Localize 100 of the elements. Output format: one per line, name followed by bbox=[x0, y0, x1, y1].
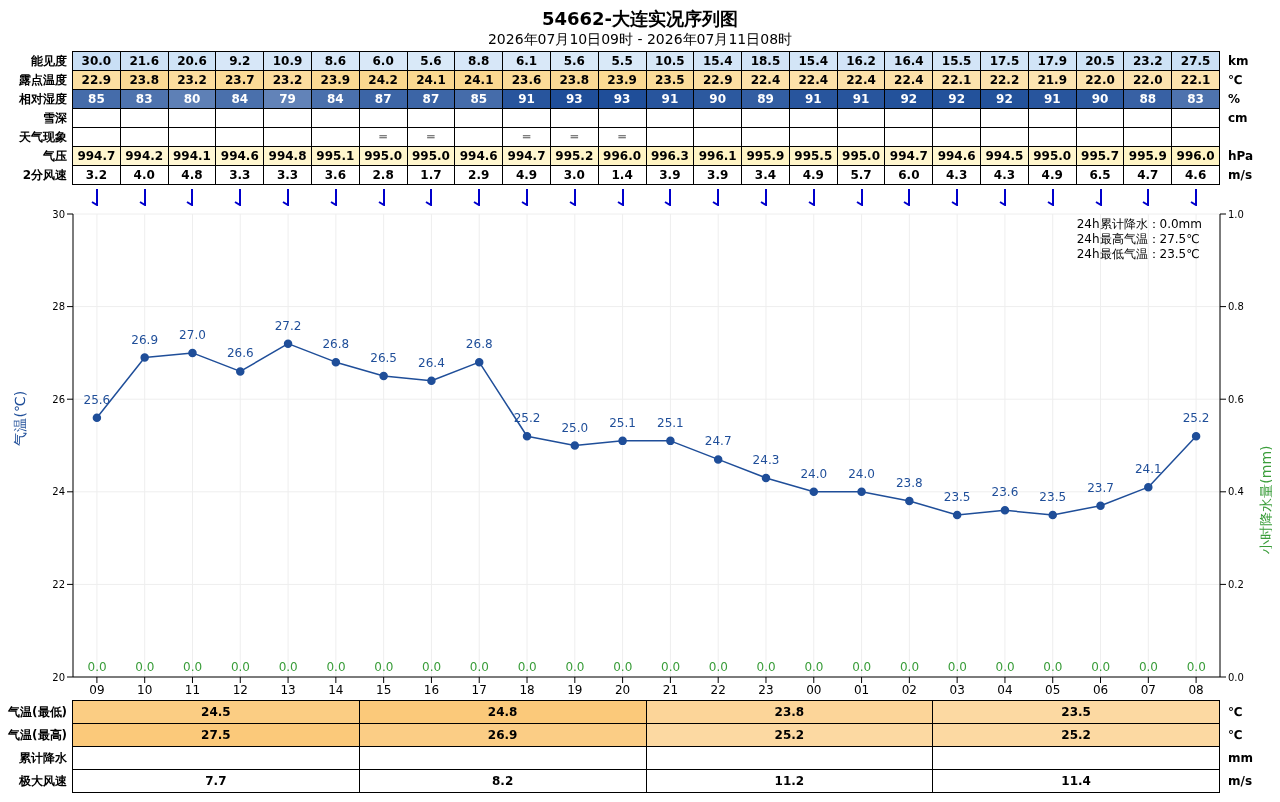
x-tick-label: 02 bbox=[901, 682, 917, 697]
data-label: 80 bbox=[167, 89, 217, 109]
y-tick-label: 22 bbox=[52, 578, 65, 590]
data-label: 16.2 bbox=[836, 51, 886, 71]
x-tick-label: 22 bbox=[710, 682, 726, 697]
data-label: 23.2 bbox=[263, 70, 312, 90]
data-label: 24.1 bbox=[406, 70, 456, 90]
data-label: 0.0 bbox=[995, 660, 1015, 674]
y2-tick-label: 0.0 bbox=[1228, 671, 1244, 683]
data-label: 0.0 bbox=[1138, 660, 1159, 674]
data-label: 996.3 bbox=[645, 146, 695, 166]
x-tick-label: 18 bbox=[519, 682, 535, 697]
y-tick-label: 露点温度 bbox=[18, 72, 68, 89]
y-tick-label: 能见度 bbox=[30, 53, 68, 70]
data-label: 994.6 bbox=[932, 146, 982, 166]
data-label: 17.9 bbox=[1027, 51, 1077, 71]
data-label: 3.0 bbox=[549, 165, 599, 185]
data-label: 20.5 bbox=[1075, 51, 1125, 71]
data-label: 10.5 bbox=[645, 51, 695, 71]
point bbox=[1144, 482, 1153, 492]
data-label: 4.0 bbox=[119, 165, 169, 185]
data-label: 26.8 bbox=[322, 337, 350, 352]
data-label: 5.7 bbox=[836, 165, 886, 185]
point bbox=[236, 367, 245, 376]
x-tick-label: 17 bbox=[471, 682, 487, 697]
data-label: 995.0 bbox=[358, 146, 408, 166]
annotation: 24h最高气温：27.5℃ bbox=[1076, 232, 1201, 247]
data-label: 16.4 bbox=[884, 51, 934, 71]
data-label: 23.9 bbox=[310, 70, 360, 90]
data-label: 15.4 bbox=[788, 51, 838, 71]
data-label: 995.9 bbox=[1123, 146, 1173, 166]
point bbox=[140, 353, 149, 362]
data-label: 996.1 bbox=[693, 146, 743, 166]
data-label: 83 bbox=[1171, 89, 1220, 109]
data-label: 0.0 bbox=[899, 660, 920, 674]
x-tick-label: 08 bbox=[1188, 682, 1204, 697]
x-tick-label: 07 bbox=[1140, 682, 1156, 697]
data-label: 3.9 bbox=[693, 165, 743, 185]
x-tick-label: 10 bbox=[137, 682, 153, 697]
data-label: 996.0 bbox=[1171, 146, 1220, 166]
y-tick-label: 26 bbox=[52, 393, 65, 405]
data-label: 85 bbox=[72, 89, 121, 109]
y-tick-label: 气温(最高) bbox=[8, 727, 68, 744]
data-label: 5.6 bbox=[406, 51, 456, 71]
point bbox=[618, 436, 627, 446]
y-tick-label: 28 bbox=[52, 301, 65, 313]
data-label: 23.6 bbox=[502, 70, 551, 90]
data-label: 22.1 bbox=[1171, 70, 1220, 90]
point bbox=[379, 371, 388, 381]
data-label: 25.2 bbox=[932, 723, 1220, 747]
data-label: 2.8 bbox=[358, 165, 408, 185]
data-label: 0.0 bbox=[278, 660, 298, 674]
point bbox=[427, 376, 436, 385]
point bbox=[952, 510, 962, 520]
y-tick-label: 相对湿度 bbox=[18, 91, 68, 108]
data-label: 25.2 bbox=[1182, 411, 1210, 426]
data-label: 20.6 bbox=[167, 51, 217, 71]
data-label: 24.2 bbox=[358, 70, 408, 90]
data-label: 23.8 bbox=[645, 700, 934, 724]
data-label: 23.5 bbox=[932, 700, 1220, 724]
y-tick-label: 2分风速 bbox=[21, 167, 68, 184]
data-label: 25.1 bbox=[609, 415, 636, 430]
data-label: 93 bbox=[597, 89, 647, 109]
data-label: 17.5 bbox=[980, 51, 1029, 71]
data-label: 22.2 bbox=[980, 70, 1029, 90]
data-label: 10.9 bbox=[263, 51, 312, 71]
data-label: 23.7 bbox=[1087, 480, 1114, 495]
data-label: 25.0 bbox=[561, 420, 589, 435]
data-label: 25.1 bbox=[657, 415, 684, 430]
data-label: 0.0 bbox=[947, 660, 967, 674]
data-label: 0.0 bbox=[1043, 660, 1063, 674]
annotation: 24h最低气温：23.5℃ bbox=[1076, 247, 1201, 262]
data-label: 3.2 bbox=[72, 165, 121, 185]
data-label: 25.2 bbox=[645, 723, 934, 747]
x-tick-label: 23 bbox=[758, 682, 774, 697]
data-label: 3.6 bbox=[310, 165, 360, 185]
data-label: 79 bbox=[263, 89, 312, 109]
data-label: 0.0 bbox=[756, 660, 776, 674]
data-label: 4.3 bbox=[980, 165, 1029, 185]
x-tick-label: 15 bbox=[376, 682, 392, 697]
data-label: 88 bbox=[1123, 89, 1173, 109]
x-tick-label: 19 bbox=[567, 682, 583, 697]
x-tick-label: 09 bbox=[89, 682, 105, 697]
data-label: 4.3 bbox=[932, 165, 982, 185]
y2-tick-label: ℃ bbox=[1227, 72, 1244, 89]
text: ═ bbox=[379, 130, 387, 144]
point bbox=[331, 357, 341, 367]
point bbox=[1000, 506, 1010, 515]
chart-subtitle: 2026年07月10日09时 - 2026年07月11日08时 bbox=[486, 30, 794, 48]
data-label: 0.0 bbox=[87, 660, 107, 674]
point bbox=[570, 441, 580, 450]
y2-tick-label: ℃ bbox=[1227, 704, 1244, 721]
y-tick-label: 雪深 bbox=[42, 110, 68, 127]
data-label: 26.5 bbox=[370, 351, 398, 366]
data-label: 994.7 bbox=[884, 146, 934, 166]
data-label: 23.6 bbox=[991, 485, 1019, 500]
x-tick-label: 16 bbox=[423, 682, 440, 697]
data-label: 995.1 bbox=[310, 146, 360, 166]
data-label: 3.9 bbox=[645, 165, 695, 185]
data-label: 22.0 bbox=[1123, 70, 1173, 90]
